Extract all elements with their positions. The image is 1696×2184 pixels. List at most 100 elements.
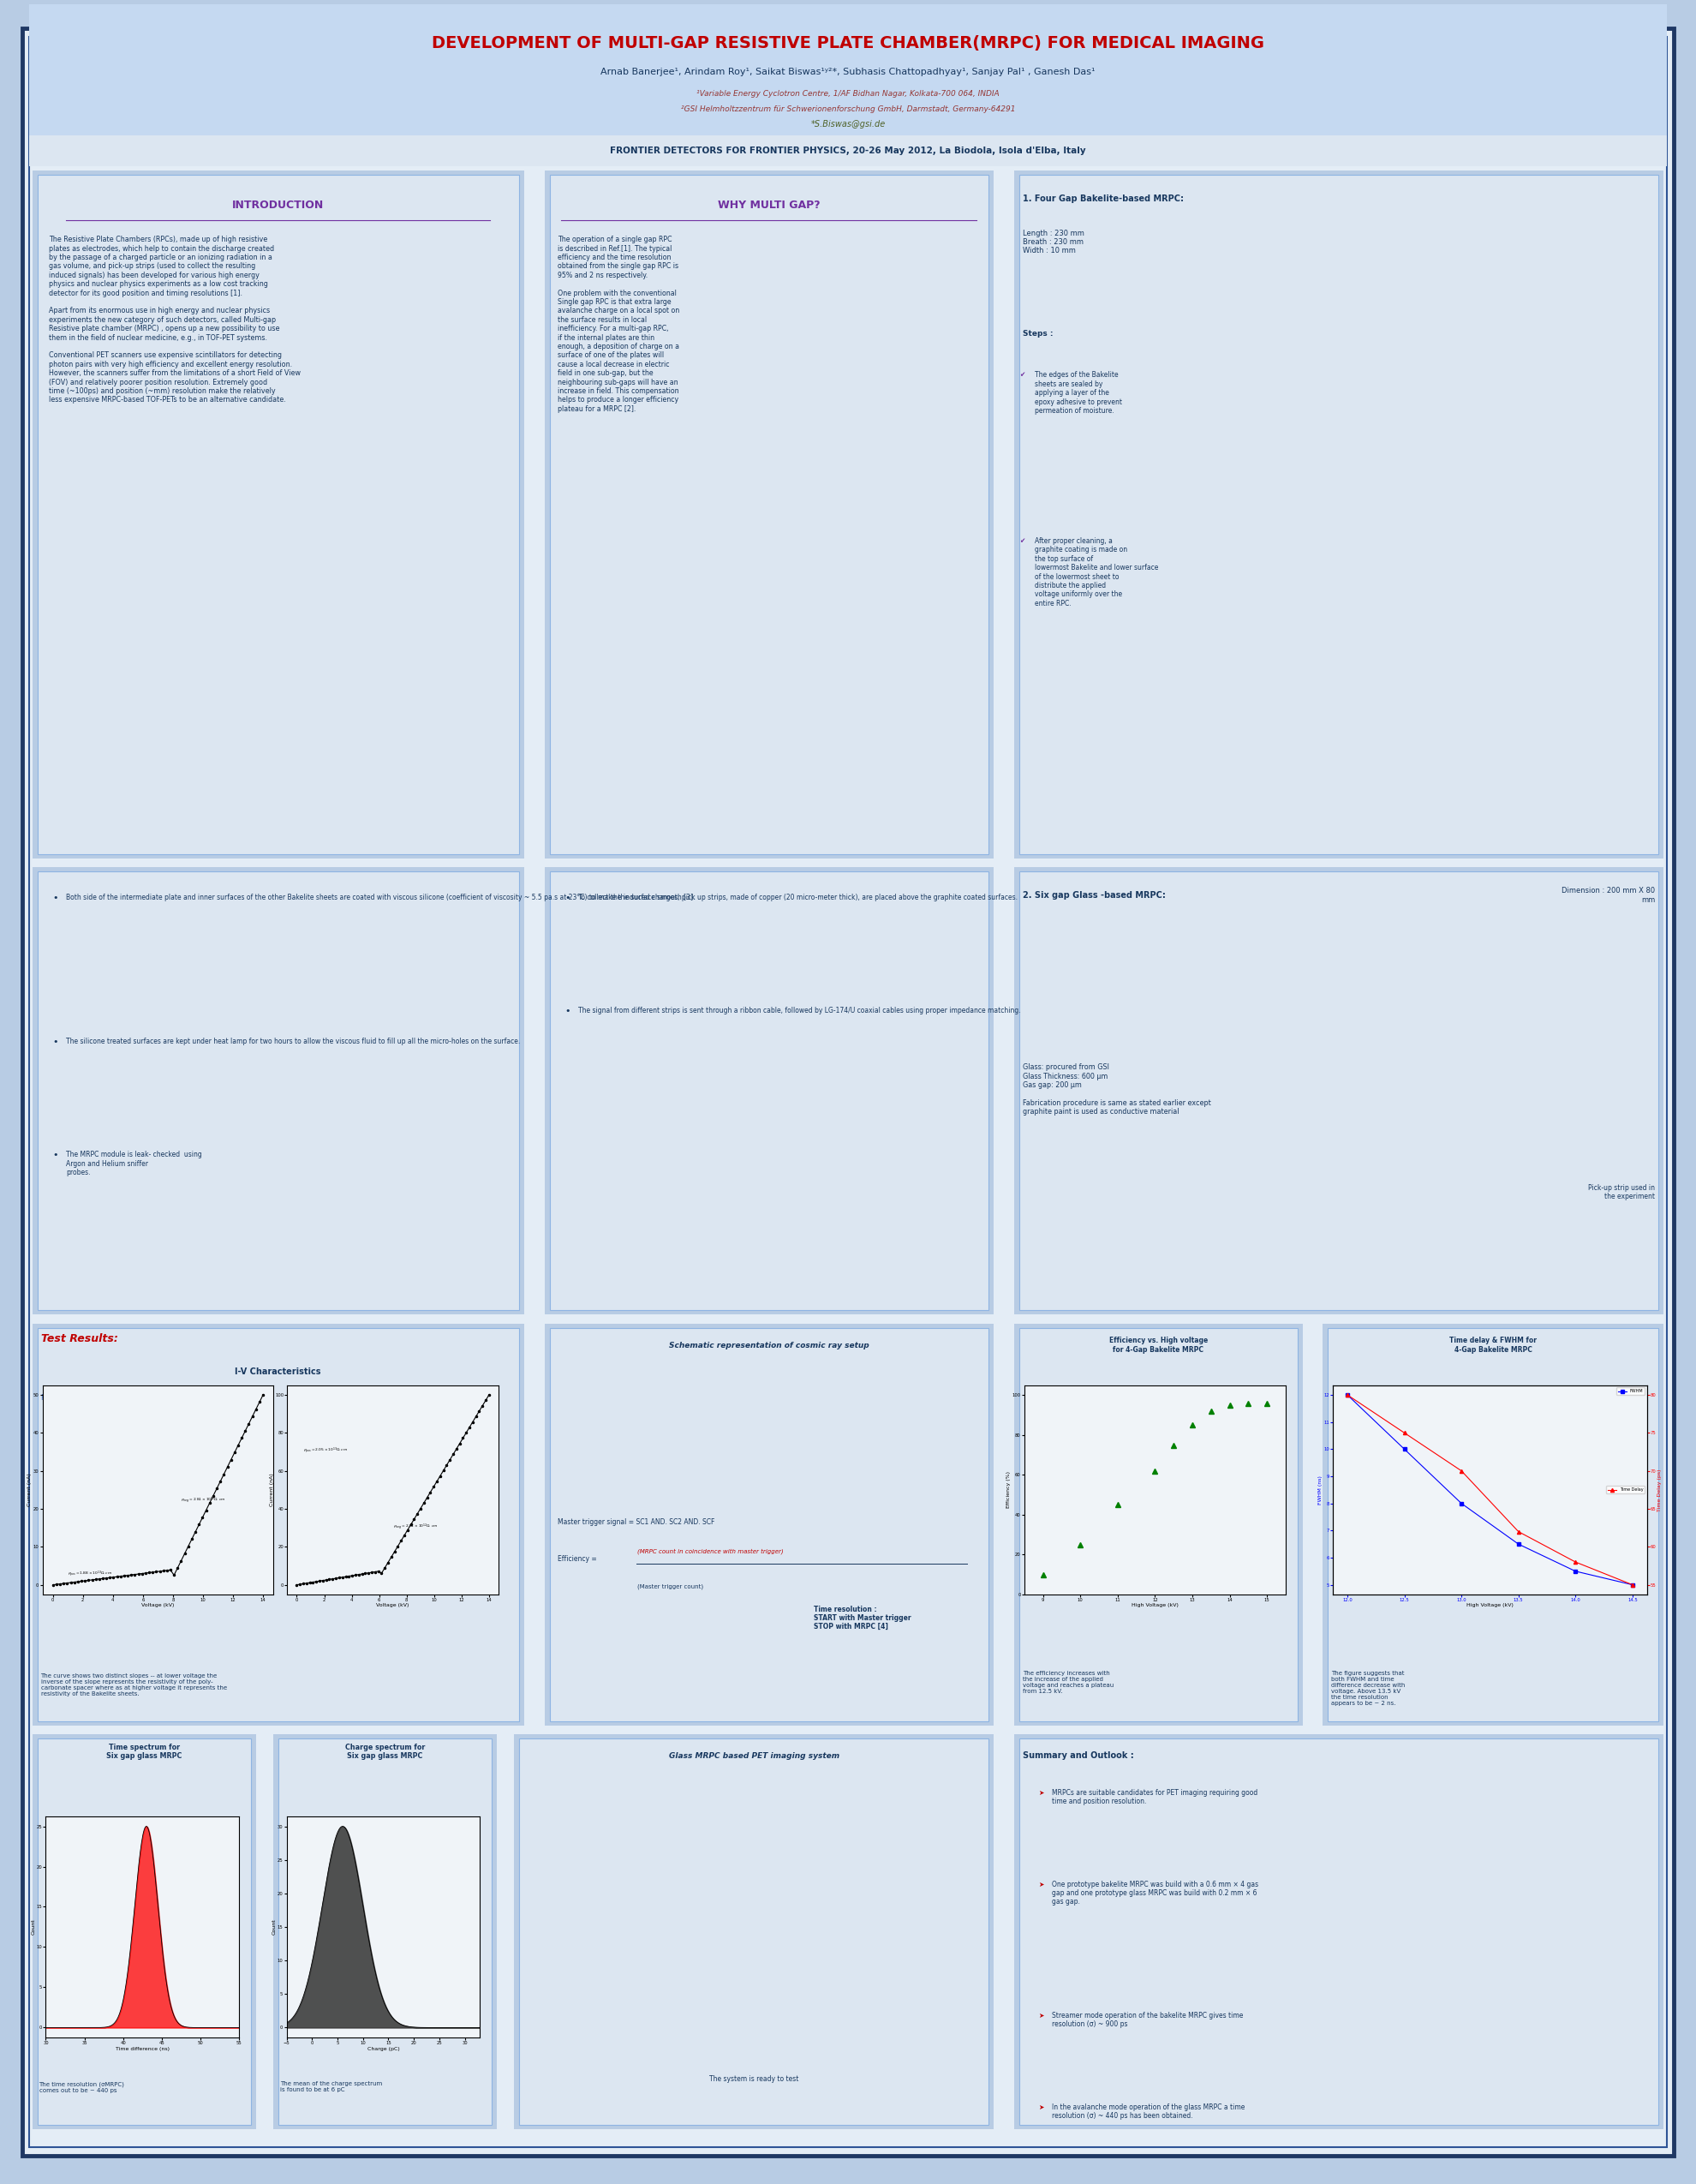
Bar [1019,1328,1297,1721]
Time Delay [1623,1572,1643,1599]
Bar [37,871,519,1310]
Text: •: • [53,1151,58,1160]
Line: FWHM: FWHM [1345,1393,1635,1586]
FWHM [1508,1531,1528,1557]
Text: ²GSI Helmholtzzentrum für Schwerionenforschung GmbH, Darmstadt, Germany-64291: ²GSI Helmholtzzentrum für Schwerionenfor… [680,105,1016,114]
X-axis label: High Voltage (kV): High Voltage (kV) [1467,1603,1513,1607]
Text: ¹Variable Energy Cyclotron Centre, 1/AF Bidhan Nagar, Kolkata-700 064, INDIA: ¹Variable Energy Cyclotron Centre, 1/AF … [697,90,999,98]
Bar [278,1738,492,2125]
Y-axis label: Count: Count [271,1920,276,1935]
Text: ➤: ➤ [1038,2011,1043,2020]
Text: Four gap Bakelite MRPC: Four gap Bakelite MRPC [41,1393,127,1402]
Text: The efficiency increases with
the increase of the applied
voltage and reaches a : The efficiency increases with the increa… [1023,1671,1114,1695]
Text: In the avalanche mode operation of the glass MRPC a time
resolution (σ) ~ 440 ps: In the avalanche mode operation of the g… [1052,2103,1245,2121]
Text: $\rho_{pos}=1.88\times10^{13}\Omega.cm$: $\rho_{pos}=1.88\times10^{13}\Omega.cm$ [68,1570,112,1579]
Time Delay [1452,1457,1472,1483]
Text: FRONTIER DETECTORS FOR FRONTIER PHYSICS, 20-26 May 2012, La Biodola, Isola d'Elb: FRONTIER DETECTORS FOR FRONTIER PHYSICS,… [611,146,1085,155]
Bar [550,175,989,854]
Text: Streamer mode operation of the bakelite MRPC gives time
resolution (σ) ~ 900 ps: Streamer mode operation of the bakelite … [1052,2011,1243,2029]
Bar [1019,1738,1659,2125]
Bar [1014,170,1664,858]
FWHM [1623,1572,1643,1599]
Text: The time resolution (σMRPC)
comes out to be ~ 440 ps: The time resolution (σMRPC) comes out to… [39,2081,124,2092]
Text: The edges of the Bakelite
sheets are sealed by
applying a layer of the
epoxy adh: The edges of the Bakelite sheets are sea… [1035,371,1123,415]
Text: After proper cleaning, a
graphite coating is made on
the top surface of
lowermos: After proper cleaning, a graphite coatin… [1035,537,1158,607]
Text: The curve shows two distinct slopes -- at lower voltage the
inverse of the slope: The curve shows two distinct slopes -- a… [41,1673,227,1697]
Bar [550,1328,989,1721]
Bar [544,170,994,858]
Text: WHY MULTI GAP?: WHY MULTI GAP? [717,199,821,212]
Text: The Resistive Plate Chambers (RPCs), made up of high resistive
plates as electro: The Resistive Plate Chambers (RPCs), mad… [49,236,300,404]
Y-axis label: Time Delay (ps): Time Delay (ps) [1657,1468,1662,1511]
Text: Glass: procured from GSI
Glass Thickness: 600 μm
Gas gap: 200 μm

Fabrication pr: Glass: procured from GSI Glass Thickness… [1023,1064,1211,1116]
Text: The system is ready to test: The system is ready to test [709,2075,799,2084]
Legend: FWHM: FWHM [1616,1387,1645,1396]
Bar [1019,871,1659,1310]
Legend: Time Delay: Time Delay [1606,1485,1645,1494]
Bar [1014,867,1664,1315]
Bar [32,1324,524,1725]
Bar [544,867,994,1315]
X-axis label: Voltage (kV): Voltage (kV) [141,1603,175,1607]
Bar [37,1738,251,2125]
Bar [519,1738,989,2125]
Text: Dimension : 200 mm X 80
mm: Dimension : 200 mm X 80 mm [1562,887,1655,904]
Bar [273,1734,497,2129]
Text: Summary and Outlook :: Summary and Outlook : [1023,1752,1135,1760]
Text: Steps :: Steps : [1023,330,1053,339]
Text: $\rho_{neg}=2.81\times10^{12}\Omega.cm$: $\rho_{neg}=2.81\times10^{12}\Omega.cm$ [393,1522,438,1531]
Text: Pick-up strip used in
the experiment: Pick-up strip used in the experiment [1589,1184,1655,1201]
X-axis label: Voltage (kV): Voltage (kV) [377,1603,409,1607]
Text: ✔: ✔ [1019,537,1024,546]
Text: Charge spectrum for
Six gap glass MRPC: Charge spectrum for Six gap glass MRPC [344,1743,426,1760]
Time Delay [1508,1518,1528,1544]
X-axis label: High Voltage (kV): High Voltage (kV) [1131,1603,1179,1607]
Text: 1. Four Gap Bakelite-based MRPC:: 1. Four Gap Bakelite-based MRPC: [1023,194,1184,203]
Bar [37,175,519,854]
Text: I-V Characteristics: I-V Characteristics [236,1367,321,1376]
Text: (Master trigger count): (Master trigger count) [638,1583,704,1590]
Text: •: • [53,1037,58,1046]
Text: Length : 230 mm
Breath : 230 mm
Width : 10 mm: Length : 230 mm Breath : 230 mm Width : … [1023,229,1084,256]
Text: Time spectrum for
Six gap glass MRPC: Time spectrum for Six gap glass MRPC [107,1743,181,1760]
Bar [1014,1324,1303,1725]
Text: *S.Biswas@gsi.de: *S.Biswas@gsi.de [811,120,885,129]
FWHM [1336,1382,1357,1409]
Y-axis label: Efficiency (%): Efficiency (%) [1007,1472,1011,1509]
Bar [1328,1328,1659,1721]
Bar [32,867,524,1315]
Bar [37,1328,519,1721]
Bar [1014,1734,1664,2129]
Text: Master trigger signal = SC1 AND. SC2 AND. SCF: Master trigger signal = SC1 AND. SC2 AND… [558,1518,716,1527]
Bar [514,1734,994,2129]
Bar [29,135,1667,166]
Text: Glass MRPC based PET imaging system: Glass MRPC based PET imaging system [668,1752,840,1760]
Text: Both side of the intermediate plate and inner surfaces of the other Bakelite she: Both side of the intermediate plate and … [66,893,695,902]
Text: Test Results:: Test Results: [41,1332,117,1345]
Bar [1323,1324,1664,1725]
Bar [1019,175,1659,854]
Bar [544,1324,994,1725]
Text: To collect the induced charges, pick up strips, made of copper (20 micro-meter t: To collect the induced charges, pick up … [578,893,1018,902]
Text: •: • [565,1007,570,1016]
X-axis label: Time difference (ns): Time difference (ns) [115,2046,170,2051]
Text: The operation of a single gap RPC
is described in Ref.[1]. The typical
efficienc: The operation of a single gap RPC is des… [558,236,680,413]
Text: The MRPC module is leak- checked  using
Argon and Helium sniffer
probes.: The MRPC module is leak- checked using A… [66,1151,202,1177]
FWHM [1565,1557,1586,1583]
Text: Arnab Banerjee¹, Arindam Roy¹, Saikat Biswas¹ʸ²*, Subhasis Chattopadhyay¹, Sanja: Arnab Banerjee¹, Arindam Roy¹, Saikat Bi… [600,68,1096,76]
Text: The mean of the charge spectrum
is found to be at 6 pC: The mean of the charge spectrum is found… [280,2081,382,2092]
Text: The figure suggests that
both FWHM and time
difference decrease with
voltage. Ab: The figure suggests that both FWHM and t… [1331,1671,1406,1706]
Text: Time resolution :
START with Master trigger
STOP with MRPC [4]: Time resolution : START with Master trig… [814,1605,911,1631]
Time Delay [1336,1382,1357,1409]
Time Delay [1394,1420,1414,1446]
Time Delay [1565,1548,1586,1575]
Y-axis label: FWHM (ns): FWHM (ns) [1318,1476,1323,1505]
Text: •: • [53,893,58,902]
FWHM [1394,1437,1414,1463]
Text: DEVELOPMENT OF MULTI-GAP RESISTIVE PLATE CHAMBER(MRPC) FOR MEDICAL IMAGING: DEVELOPMENT OF MULTI-GAP RESISTIVE PLATE… [432,35,1264,52]
Bar [550,871,989,1310]
Bar [32,1734,256,2129]
Text: One prototype bakelite MRPC was build with a 0.6 mm × 4 gas
gap and one prototyp: One prototype bakelite MRPC was build wi… [1052,1880,1258,1907]
Text: Time delay & FWHM for
4-Gap Bakelite MRPC: Time delay & FWHM for 4-Gap Bakelite MRP… [1450,1337,1537,1354]
Line: Time Delay: Time Delay [1345,1393,1635,1586]
